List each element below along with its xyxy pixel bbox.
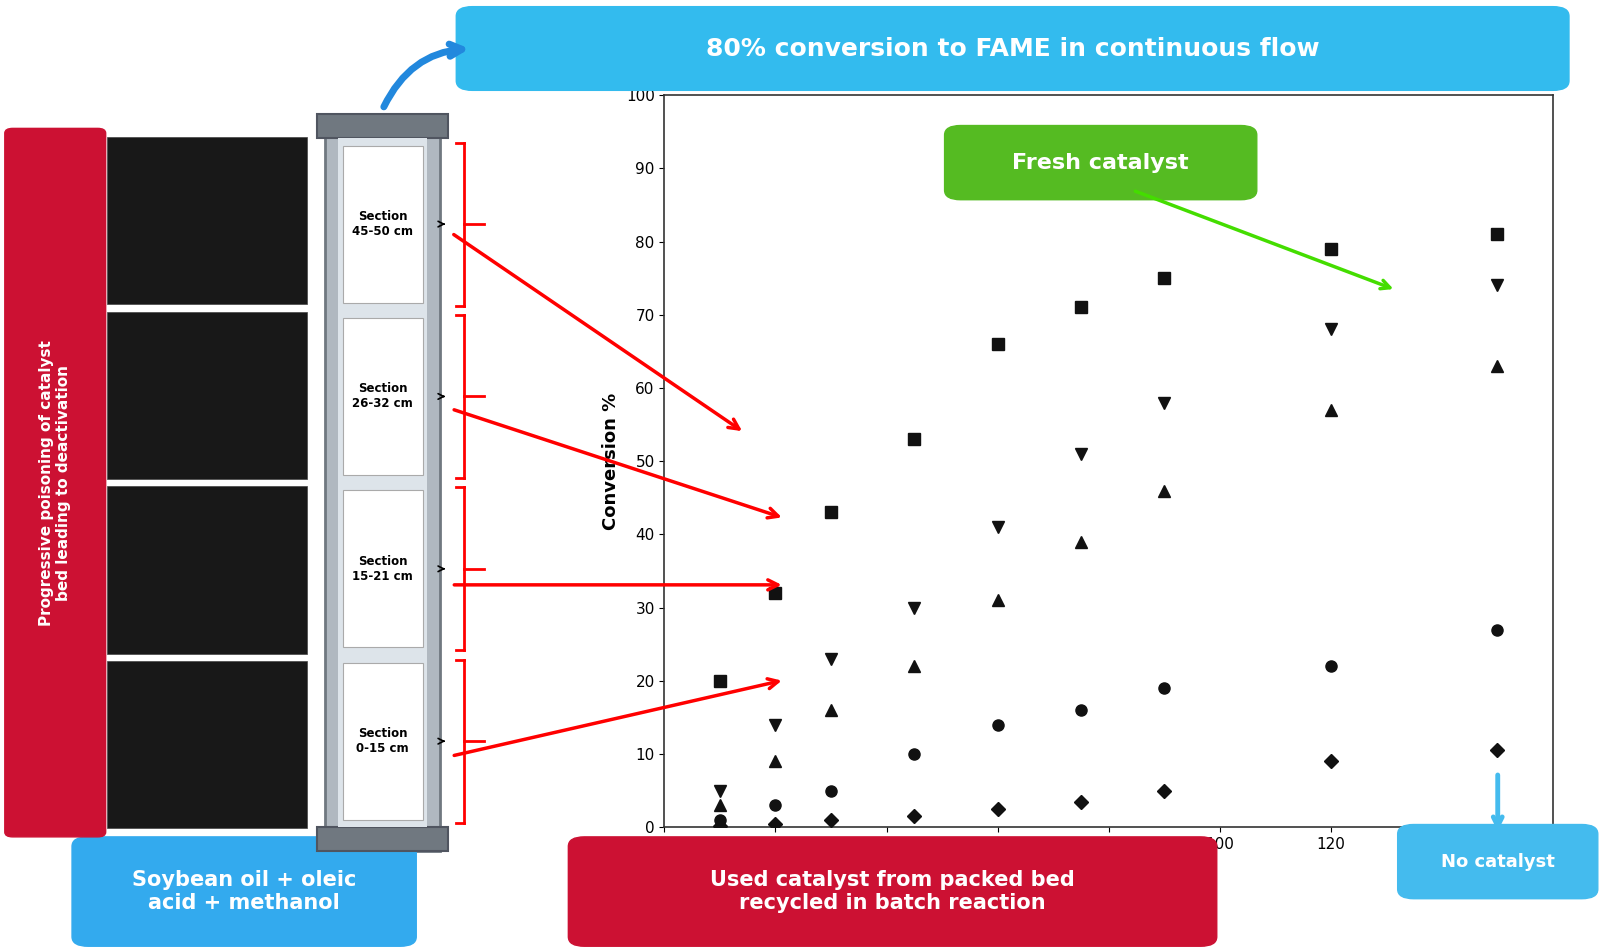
FancyBboxPatch shape <box>343 318 423 476</box>
FancyBboxPatch shape <box>317 827 448 851</box>
Text: Soybean oil + oleic
acid + methanol: Soybean oil + oleic acid + methanol <box>131 870 357 913</box>
Text: Section
0-15 cm: Section 0-15 cm <box>357 728 408 755</box>
FancyBboxPatch shape <box>72 837 416 946</box>
FancyBboxPatch shape <box>107 312 307 479</box>
Text: Section
45-50 cm: Section 45-50 cm <box>352 210 413 238</box>
FancyBboxPatch shape <box>343 663 423 820</box>
FancyArrowPatch shape <box>384 44 461 107</box>
FancyBboxPatch shape <box>568 837 1217 946</box>
Text: 80% conversion to FAME in continuous flow: 80% conversion to FAME in continuous flo… <box>706 36 1319 61</box>
Text: Progressive poisoning of catalyst
bed leading to deactivation: Progressive poisoning of catalyst bed le… <box>38 340 72 626</box>
FancyBboxPatch shape <box>945 126 1257 200</box>
FancyBboxPatch shape <box>317 114 448 138</box>
FancyBboxPatch shape <box>107 137 307 304</box>
X-axis label: Time (min): Time (min) <box>1053 858 1164 876</box>
FancyBboxPatch shape <box>1398 825 1598 899</box>
Y-axis label: Conversion %: Conversion % <box>602 393 620 530</box>
Text: Fresh catalyst: Fresh catalyst <box>1012 152 1190 173</box>
FancyBboxPatch shape <box>107 661 307 828</box>
FancyBboxPatch shape <box>456 7 1569 90</box>
Text: Section
26-32 cm: Section 26-32 cm <box>352 382 413 411</box>
Text: Used catalyst from packed bed
recycled in batch reaction: Used catalyst from packed bed recycled i… <box>711 870 1074 913</box>
FancyBboxPatch shape <box>5 128 106 837</box>
FancyBboxPatch shape <box>338 138 427 827</box>
Text: Section
15-21 cm: Section 15-21 cm <box>352 554 413 583</box>
FancyBboxPatch shape <box>343 146 423 302</box>
FancyBboxPatch shape <box>343 491 423 648</box>
FancyBboxPatch shape <box>325 114 440 851</box>
FancyBboxPatch shape <box>107 487 307 653</box>
Text: No catalyst: No catalyst <box>1441 853 1555 870</box>
